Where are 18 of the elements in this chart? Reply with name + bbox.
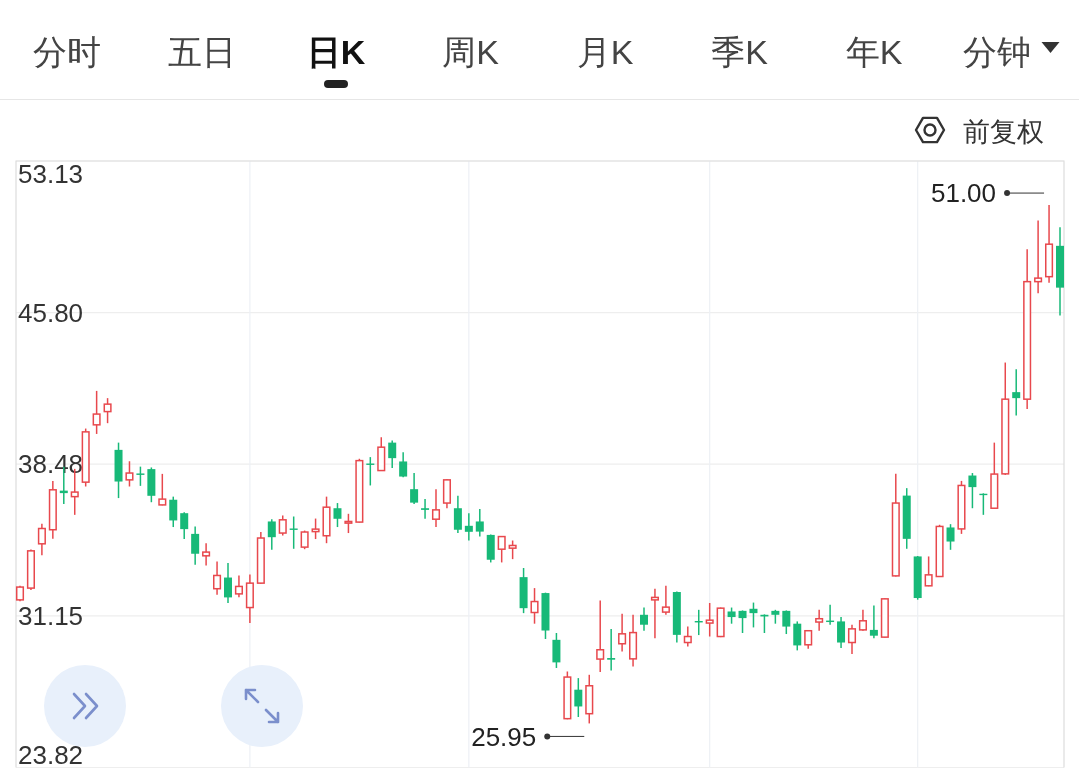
extreme-label: 25.95 — [471, 721, 585, 752]
tab-label: 周K — [442, 33, 499, 71]
tab-label: 五日 — [167, 33, 236, 71]
tab-label: 日K — [306, 33, 366, 71]
extreme-label: 51.00 — [930, 178, 1045, 209]
option-label: 前复权 — [963, 117, 1044, 147]
tab-label: 分钟 — [962, 33, 1031, 71]
tab-label: 分时 — [33, 33, 101, 71]
y-tick-label: 23.82 — [18, 739, 84, 768]
y-tick-label: 53.13 — [18, 159, 84, 190]
annotation: 25.95 — [471, 721, 537, 752]
y-tick-label: 31.15 — [18, 601, 84, 632]
tab-label: 年K — [845, 33, 903, 71]
annotation: 51.00 — [930, 178, 997, 209]
tab-label: 季K — [711, 33, 768, 71]
y-tick-label: 38.48 — [18, 449, 84, 480]
y-tick-label: 45.80 — [18, 298, 84, 328]
tab-label: 月K — [576, 33, 634, 71]
